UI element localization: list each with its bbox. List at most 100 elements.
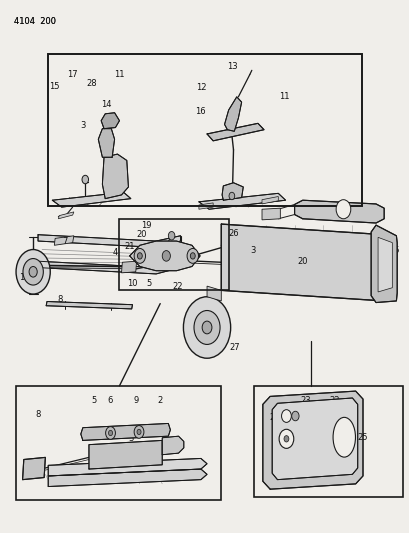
Text: 19: 19 bbox=[140, 221, 151, 230]
Circle shape bbox=[108, 430, 112, 435]
Polygon shape bbox=[98, 128, 115, 157]
Text: 28: 28 bbox=[86, 79, 97, 88]
Text: 4: 4 bbox=[112, 248, 118, 257]
Circle shape bbox=[190, 253, 195, 259]
Polygon shape bbox=[38, 235, 180, 247]
Circle shape bbox=[193, 311, 220, 344]
Polygon shape bbox=[162, 436, 183, 455]
Polygon shape bbox=[262, 391, 362, 489]
Text: 22: 22 bbox=[328, 395, 339, 405]
Text: 10: 10 bbox=[127, 279, 137, 288]
Text: 22: 22 bbox=[172, 282, 182, 291]
Polygon shape bbox=[261, 197, 278, 204]
Text: 13: 13 bbox=[227, 62, 237, 70]
Text: 8: 8 bbox=[35, 410, 40, 419]
Text: 4104  200: 4104 200 bbox=[13, 17, 56, 26]
Text: 3: 3 bbox=[250, 246, 255, 255]
Text: 3: 3 bbox=[283, 434, 288, 443]
Circle shape bbox=[168, 231, 175, 240]
Polygon shape bbox=[81, 423, 170, 440]
Text: 27: 27 bbox=[229, 343, 239, 352]
Ellipse shape bbox=[332, 417, 355, 457]
Text: 2: 2 bbox=[157, 395, 162, 405]
Text: 11: 11 bbox=[329, 209, 340, 218]
Polygon shape bbox=[54, 236, 74, 245]
Polygon shape bbox=[207, 123, 263, 141]
Circle shape bbox=[137, 253, 142, 259]
Text: 5: 5 bbox=[146, 279, 151, 288]
Text: 21: 21 bbox=[124, 243, 135, 252]
Polygon shape bbox=[261, 208, 280, 220]
Text: 26: 26 bbox=[228, 229, 238, 238]
Circle shape bbox=[229, 192, 234, 200]
Polygon shape bbox=[129, 241, 200, 271]
Polygon shape bbox=[22, 457, 45, 480]
Text: 20: 20 bbox=[297, 257, 307, 265]
Polygon shape bbox=[48, 469, 207, 487]
Text: 23: 23 bbox=[300, 395, 310, 405]
Text: 11: 11 bbox=[114, 70, 124, 79]
Text: 20: 20 bbox=[136, 230, 147, 239]
Text: 2: 2 bbox=[197, 316, 202, 325]
Text: 4104  200: 4104 200 bbox=[13, 17, 56, 26]
Text: 15: 15 bbox=[49, 82, 59, 91]
Circle shape bbox=[187, 248, 198, 263]
Text: 9: 9 bbox=[133, 395, 138, 405]
Polygon shape bbox=[222, 183, 243, 200]
Text: 5: 5 bbox=[91, 395, 97, 405]
Polygon shape bbox=[48, 458, 207, 476]
Text: 14: 14 bbox=[101, 100, 111, 109]
Text: 3: 3 bbox=[128, 434, 133, 443]
Polygon shape bbox=[198, 203, 213, 209]
Circle shape bbox=[202, 321, 211, 334]
Circle shape bbox=[281, 410, 291, 422]
Text: 25: 25 bbox=[357, 433, 367, 442]
Text: 12: 12 bbox=[196, 83, 207, 92]
Circle shape bbox=[335, 200, 350, 219]
Text: 16: 16 bbox=[194, 107, 205, 116]
Text: 24: 24 bbox=[269, 413, 280, 422]
Bar bbox=[119, 219, 229, 290]
Polygon shape bbox=[370, 225, 396, 303]
Circle shape bbox=[162, 251, 170, 261]
Polygon shape bbox=[377, 237, 391, 292]
Bar bbox=[253, 386, 402, 497]
Text: 1: 1 bbox=[19, 272, 24, 281]
Text: 8: 8 bbox=[58, 295, 63, 304]
Circle shape bbox=[134, 425, 144, 438]
Text: 15: 15 bbox=[388, 246, 399, 255]
Polygon shape bbox=[89, 440, 162, 469]
Polygon shape bbox=[102, 154, 128, 199]
Polygon shape bbox=[294, 200, 383, 223]
Circle shape bbox=[16, 249, 50, 294]
Polygon shape bbox=[121, 261, 136, 273]
Bar bbox=[48, 54, 361, 206]
Circle shape bbox=[106, 426, 115, 439]
Circle shape bbox=[134, 248, 145, 263]
Circle shape bbox=[279, 429, 293, 448]
Polygon shape bbox=[52, 192, 130, 207]
Text: 18: 18 bbox=[105, 122, 116, 131]
Bar bbox=[16, 386, 221, 500]
Circle shape bbox=[183, 297, 230, 358]
Polygon shape bbox=[38, 261, 180, 274]
Polygon shape bbox=[46, 302, 132, 309]
Circle shape bbox=[291, 411, 298, 421]
Polygon shape bbox=[221, 224, 391, 301]
Text: 7: 7 bbox=[62, 237, 67, 246]
Circle shape bbox=[137, 429, 141, 434]
Circle shape bbox=[23, 259, 43, 285]
Text: 11: 11 bbox=[279, 92, 289, 101]
Polygon shape bbox=[207, 286, 221, 301]
Polygon shape bbox=[198, 193, 285, 209]
Polygon shape bbox=[101, 113, 119, 128]
Polygon shape bbox=[224, 97, 241, 131]
Text: 17: 17 bbox=[67, 70, 78, 79]
Circle shape bbox=[283, 435, 288, 442]
Text: 6: 6 bbox=[108, 395, 113, 405]
Polygon shape bbox=[272, 398, 357, 480]
Text: 3: 3 bbox=[80, 122, 85, 131]
Polygon shape bbox=[58, 212, 74, 219]
Circle shape bbox=[29, 266, 37, 277]
Circle shape bbox=[82, 175, 88, 184]
